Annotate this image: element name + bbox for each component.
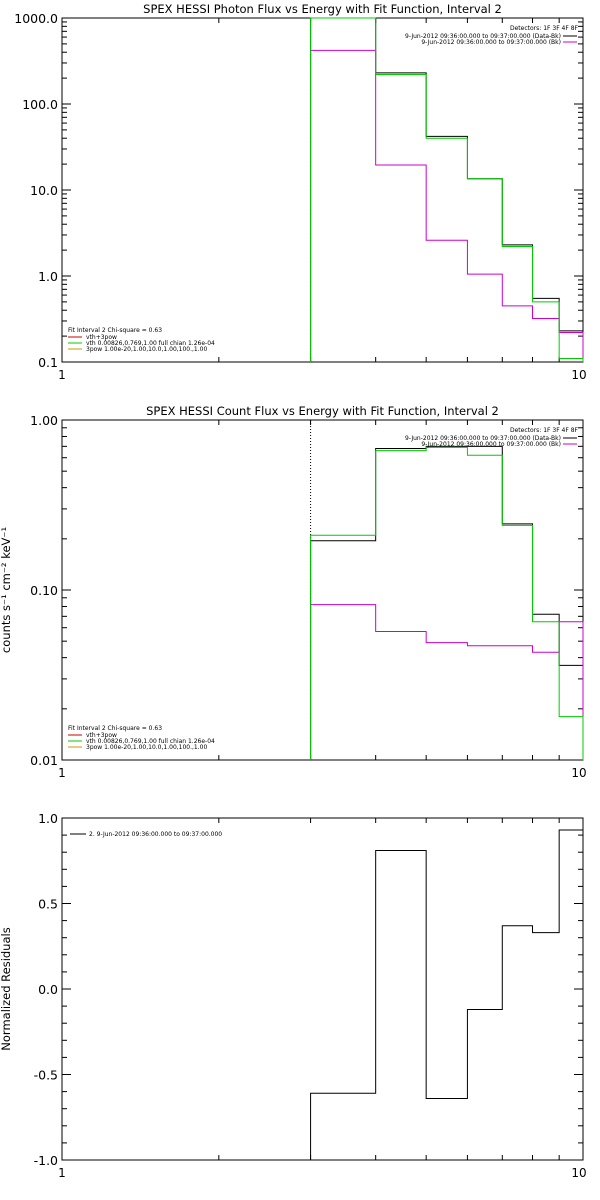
series-line-1 — [310, 17, 584, 362]
x-tick-label: 10 — [571, 1166, 586, 1180]
legend-entry: 9-Jun-2012 09:36:00.000 to 09:37:00.000 … — [421, 441, 561, 448]
legend-entry: 9-Jun-2012 09:36:00.000 to 09:37:00.000 … — [405, 435, 561, 442]
series-line-2 — [310, 49, 584, 362]
legend-entry: 9-Jun-2012 09:36:00.000 to 09:37:00.000 … — [405, 33, 561, 40]
y-tick-label: 0.0 — [38, 982, 58, 997]
fit-entry: vth 0.00826,0.769,1.00 full chian 1.26e-… — [86, 340, 215, 347]
y-tick-label: 0.01 — [30, 753, 58, 768]
fit-entry: vth+3pow — [86, 334, 117, 341]
series-line-1 — [310, 445, 584, 760]
x-tick-label: 1 — [58, 368, 66, 382]
y-tick-label: -0.5 — [34, 1068, 58, 1083]
y-axis-label: Normalized Residuals — [0, 927, 13, 1050]
x-tick-label: 1 — [58, 1166, 66, 1180]
y-tick-label: 100.0 — [22, 97, 58, 112]
plot-frame — [61, 17, 584, 363]
chart-panel-3: Normalized Residuals 1 10 -1.0 -0.5 0.0 0.5 1.0… — [0, 811, 587, 1180]
fit-header: Fit Interval 2 Chi-square = 0.63 — [68, 327, 162, 334]
plot-frame — [61, 419, 584, 761]
legend-entry: 9-Jun-2012 09:36:00.000 to 09:37:00.000 … — [421, 39, 561, 46]
y-tick-label: 10.0 — [30, 183, 58, 198]
fit-entry: vth+3pow — [86, 732, 117, 739]
legend-header: Detectors: 1F 3F 4F 8F — [510, 427, 579, 434]
y-tick-label: -1.0 — [34, 1153, 58, 1168]
chart-title: SPEX HESSI Photon Flux vs Energy with Fi… — [143, 2, 502, 16]
y-tick-label: 0.1 — [38, 355, 58, 370]
y-tick-label: 1.0 — [38, 269, 58, 284]
chart-panel-2: SPEX HESSI Count Flux vs Energy with Fit… — [0, 404, 587, 780]
x-tick-label: 1 — [58, 766, 66, 780]
series-line-3 — [310, 446, 584, 760]
fit-entry: 3pow 1.00e-20,1.00,10.0,1.00,100.,1.00 — [86, 744, 207, 751]
series-line-1 — [310, 829, 584, 1160]
plot-frame — [61, 817, 584, 1161]
y-tick-label: 1000.0 — [14, 11, 58, 26]
fit-entry: 3pow 1.00e-20,1.00,10.0,1.00,100.,1.00 — [86, 346, 207, 353]
series-line-2 — [310, 604, 584, 760]
y-tick-label: 1.0 — [38, 811, 58, 826]
chart-panel-1: SPEX HESSI Photon Flux vs Energy with Fi… — [14, 2, 586, 382]
fit-entry: vth 0.00826,0.769,1.00 full chian 1.26e-… — [86, 738, 215, 745]
y-axis-label: counts s⁻¹ cm⁻² keV⁻¹ — [0, 527, 13, 653]
legend-entry: 2. 9-Jun-2012 09:36:00.000 to 09:37:00.0… — [89, 831, 222, 838]
fit-header: Fit Interval 2 Chi-square = 0.63 — [68, 725, 162, 732]
y-tick-label: 1.00 — [30, 413, 58, 428]
chart-title: SPEX HESSI Count Flux vs Energy with Fit… — [146, 404, 499, 418]
y-tick-label: 0.10 — [30, 583, 58, 598]
legend-header: Detectors: 1F 3F 4F 8F — [510, 25, 579, 32]
series-line-3 — [310, 17, 584, 362]
x-tick-label: 10 — [571, 766, 586, 780]
y-tick-label: 0.5 — [38, 897, 58, 912]
x-tick-label: 10 — [571, 368, 586, 382]
